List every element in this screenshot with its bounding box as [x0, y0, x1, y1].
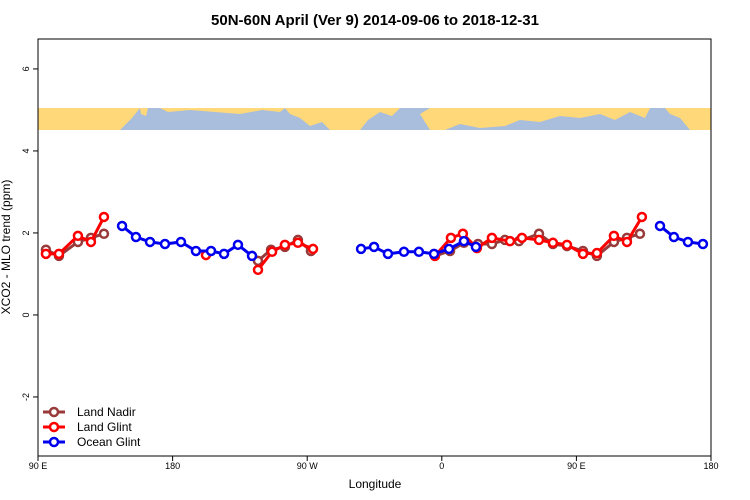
- data-point: [697, 238, 709, 250]
- x-tick-label: 90 E: [29, 461, 48, 471]
- legend-label: Land Glint: [77, 420, 132, 434]
- data-point: [634, 228, 646, 240]
- data-point: [53, 248, 65, 260]
- legend-marker: [48, 436, 60, 448]
- x-tick-label: 180: [703, 461, 718, 471]
- data-point: [458, 235, 470, 247]
- data-point: [85, 236, 97, 248]
- y-tick-label: -2: [21, 393, 31, 401]
- data-point: [205, 245, 217, 257]
- plot-frame: [37, 38, 712, 457]
- data-point: [252, 264, 264, 276]
- data-point: [668, 231, 680, 243]
- data-point: [382, 248, 394, 260]
- x-tick-label: 90 E: [567, 461, 586, 471]
- legend-item: Ocean Glint: [43, 435, 141, 449]
- data-point: [175, 236, 187, 248]
- data-point: [292, 237, 304, 249]
- y-tick-label: 6: [21, 66, 31, 71]
- data-point: [232, 239, 244, 251]
- data-point: [516, 232, 528, 244]
- data-point: [428, 248, 440, 260]
- x-tick-label: 180: [165, 461, 180, 471]
- data-point: [445, 232, 457, 244]
- data-point: [246, 250, 258, 262]
- x-tick-label: 90 W: [297, 461, 319, 471]
- data-point: [218, 248, 230, 260]
- data-point: [144, 236, 156, 248]
- legend-marker: [48, 406, 60, 418]
- data-point: [266, 246, 278, 258]
- legend-label: Ocean Glint: [77, 435, 141, 449]
- data-point: [682, 236, 694, 248]
- data-point: [413, 246, 425, 258]
- data-point: [368, 241, 380, 253]
- data-point: [608, 230, 620, 242]
- x-tick-label: 0: [439, 461, 444, 471]
- data-point: [279, 239, 291, 251]
- data-point: [470, 241, 482, 253]
- y-tick-label: 0: [21, 312, 31, 317]
- data-point: [190, 245, 202, 257]
- map-strip: [38, 108, 711, 130]
- data-point: [307, 243, 319, 255]
- data-point: [577, 248, 589, 260]
- data-point: [533, 234, 545, 246]
- data-point: [355, 243, 367, 255]
- data-point: [621, 236, 633, 248]
- y-axis-label: XCO2 - MLO trend (ppm): [0, 180, 13, 315]
- legend-marker: [48, 421, 60, 433]
- data-point: [443, 243, 455, 255]
- data-point: [591, 247, 603, 259]
- data-point: [72, 230, 84, 242]
- data-point: [547, 237, 559, 249]
- legend-label: Land Nadir: [77, 405, 136, 419]
- data-point: [654, 220, 666, 232]
- data-point: [40, 248, 52, 260]
- data-point: [116, 220, 128, 232]
- data-point: [504, 235, 516, 247]
- data-point: [636, 211, 648, 223]
- y-tick-label: 2: [21, 230, 31, 235]
- x-axis-label: Longitude: [349, 477, 402, 491]
- legend-item: Land Nadir: [43, 405, 136, 419]
- chart-title: 50N-60N April (Ver 9) 2014-09-06 to 2018…: [211, 12, 539, 29]
- legend-item: Land Glint: [43, 420, 132, 434]
- data-point: [486, 232, 498, 244]
- data-point: [159, 238, 171, 250]
- data-point: [98, 211, 110, 223]
- data-point: [98, 228, 110, 240]
- data-point: [130, 231, 142, 243]
- data-point: [561, 239, 573, 251]
- y-tick-label: 4: [21, 148, 31, 153]
- data-point: [398, 246, 410, 258]
